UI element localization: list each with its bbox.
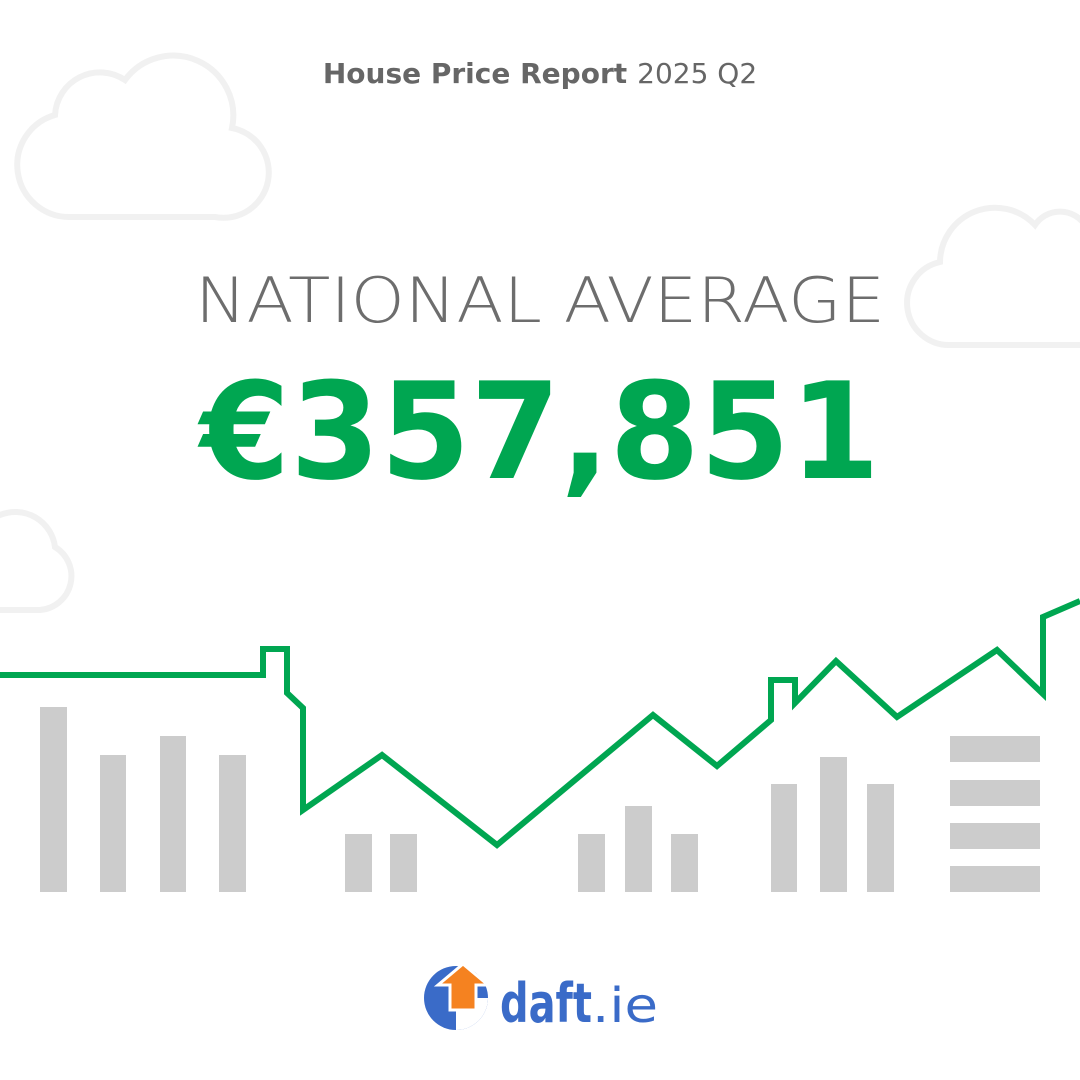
skyline-bar bbox=[40, 707, 67, 892]
skyline-bar bbox=[671, 834, 698, 892]
skyline-bar bbox=[345, 834, 372, 892]
skyline-bar bbox=[950, 866, 1040, 892]
skyline-bar bbox=[100, 755, 126, 892]
logo[interactable]: daft .ie bbox=[424, 962, 658, 1035]
skyline-bars bbox=[40, 707, 1040, 892]
skyline-bar bbox=[820, 757, 847, 892]
skyline-bar bbox=[867, 784, 894, 892]
skyline-bar bbox=[160, 736, 186, 892]
skyline-bar bbox=[950, 736, 1040, 762]
skyline-bar bbox=[578, 834, 605, 892]
logo-house bbox=[433, 962, 493, 1012]
logo-suffix: .ie bbox=[592, 978, 658, 1034]
report-header: House Price Report 2025 Q2 bbox=[323, 57, 757, 90]
rooftop-line bbox=[0, 598, 1080, 849]
skyline-bar bbox=[625, 806, 652, 892]
skyline-bar bbox=[771, 784, 797, 892]
clouds bbox=[0, 52, 1080, 613]
report-title: House Price Report bbox=[323, 57, 627, 90]
cloud bbox=[14, 52, 272, 221]
headline-value: €357,851 bbox=[197, 354, 880, 510]
skyline-bar bbox=[219, 755, 246, 892]
skyline-bar bbox=[950, 780, 1040, 806]
cloud bbox=[904, 204, 1080, 349]
headline-label: NATIONAL AVERAGE bbox=[195, 264, 885, 337]
skyline-bar bbox=[390, 834, 417, 892]
cloud bbox=[0, 508, 75, 613]
report-period: 2025 Q2 bbox=[637, 57, 757, 90]
skyline-bar bbox=[950, 823, 1040, 849]
logo-name: daft bbox=[500, 972, 592, 1035]
